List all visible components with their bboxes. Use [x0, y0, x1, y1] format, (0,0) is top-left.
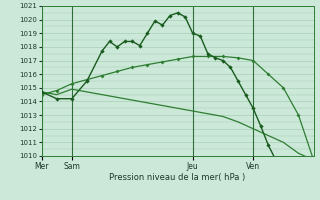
X-axis label: Pression niveau de la mer( hPa ): Pression niveau de la mer( hPa )	[109, 173, 246, 182]
